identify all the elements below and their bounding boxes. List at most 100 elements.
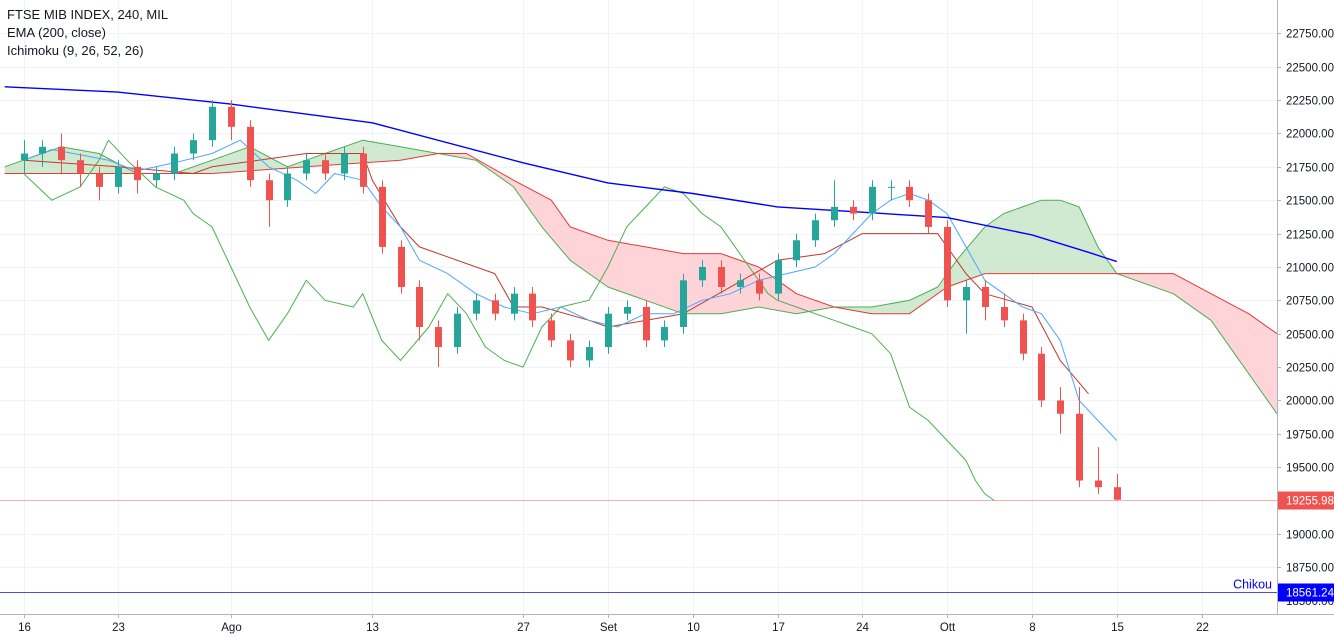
candle-body xyxy=(115,166,122,187)
candle-body xyxy=(228,106,235,127)
senkou-span-a-line xyxy=(4,139,1278,415)
price-lines xyxy=(0,500,1277,593)
candle-up xyxy=(153,166,160,187)
candle-body xyxy=(1114,487,1121,500)
tenkan-sen-line xyxy=(23,139,1118,441)
candle-body xyxy=(793,240,800,261)
candle-body xyxy=(21,153,28,161)
x-tick-label: 16 xyxy=(18,622,31,634)
candle-body xyxy=(812,220,819,241)
candle-up xyxy=(209,100,216,147)
candle-body xyxy=(906,186,913,201)
y-tick-label: 20250.00 xyxy=(1286,363,1334,375)
candle-body xyxy=(153,173,160,181)
candle-down xyxy=(1038,347,1045,408)
cloud-bearish xyxy=(1119,273,1277,414)
y-tick-label: 21000.00 xyxy=(1286,263,1334,275)
candle-up xyxy=(624,300,631,321)
candle-body xyxy=(869,186,876,214)
candle-up xyxy=(511,286,518,321)
x-tick-label: 22 xyxy=(1196,622,1209,634)
candle-up xyxy=(812,213,819,247)
candle-up xyxy=(284,166,291,207)
candle-down xyxy=(322,153,329,181)
candle-body xyxy=(982,286,989,307)
candle-up xyxy=(775,253,782,301)
candle-up xyxy=(473,293,480,321)
x-tick-label: 24 xyxy=(856,622,869,634)
price-axis[interactable]: 22750.00 22500.00 22250.00 22000.00 21750.00… xyxy=(1277,29,1334,609)
candle-body xyxy=(775,260,782,294)
y-tick-label: 21750.00 xyxy=(1286,163,1334,175)
x-tick-label: 10 xyxy=(687,622,700,634)
legend-title[interactable]: FTSE MIB INDEX, 240, MIL xyxy=(7,7,169,22)
chikou-price-badge xyxy=(1278,583,1334,602)
candle-down xyxy=(1076,387,1083,488)
candle-body xyxy=(492,300,499,314)
legend-ichimoku[interactable]: Ichimoku (9, 26, 52, 26) xyxy=(7,43,144,58)
last-price-label: 19255.98 xyxy=(1286,496,1334,508)
candle-body xyxy=(341,153,348,174)
candle-down xyxy=(982,280,989,321)
candlesticks[interactable] xyxy=(21,100,1121,501)
candle-up xyxy=(869,180,876,221)
y-tick-label: 21500.00 xyxy=(1286,196,1334,208)
x-tick-label: 13 xyxy=(366,622,379,634)
candle-body xyxy=(1057,400,1064,414)
candle-up xyxy=(831,180,838,227)
candle-body xyxy=(850,206,857,214)
candle-up xyxy=(963,280,970,334)
candle-down xyxy=(58,133,65,174)
candle-body xyxy=(379,186,386,247)
candle-down xyxy=(266,173,273,227)
candle-up xyxy=(661,320,668,348)
candle-body xyxy=(58,146,65,161)
x-tick-label: 8 xyxy=(1029,622,1035,634)
candle-down xyxy=(134,160,141,194)
candle-body xyxy=(1001,307,1008,321)
candle-up xyxy=(605,307,612,354)
candle-down xyxy=(492,293,499,321)
candle-body xyxy=(944,226,951,301)
kijun-sen-line xyxy=(23,153,1089,395)
x-tick-label: Set xyxy=(600,622,618,634)
candle-down xyxy=(416,280,423,341)
candle-body xyxy=(322,160,329,174)
candle-body xyxy=(586,347,593,361)
candle-up xyxy=(737,273,744,294)
senkou-span-b-line xyxy=(4,153,1278,335)
candle-down xyxy=(944,220,951,307)
candle-up xyxy=(793,233,800,267)
candle-body xyxy=(643,307,650,341)
x-tick-label: 17 xyxy=(772,622,785,634)
candle-down xyxy=(247,120,254,187)
candle-body xyxy=(39,146,46,154)
legend-ema[interactable]: EMA (200, close) xyxy=(7,25,106,40)
candle-body xyxy=(511,293,518,314)
candle-body xyxy=(435,327,442,348)
candle-body xyxy=(209,106,216,141)
candle-up xyxy=(303,153,310,181)
candle-down xyxy=(643,300,650,348)
candle-body xyxy=(756,280,763,294)
cloud-bullish xyxy=(834,200,1120,314)
y-tick-label: 19000.00 xyxy=(1286,530,1334,542)
cloud-bearish xyxy=(440,153,835,314)
last-price-badge xyxy=(1278,491,1334,510)
chikou-span-line xyxy=(23,139,995,501)
candle-body xyxy=(398,246,405,287)
candle-body xyxy=(1095,480,1102,488)
candle-down xyxy=(756,273,763,301)
candle-down xyxy=(1057,387,1064,434)
candle-body xyxy=(529,293,536,321)
candle-body xyxy=(548,320,555,341)
candle-body xyxy=(605,313,612,348)
candle-body xyxy=(454,313,461,348)
y-tick-label: 20500.00 xyxy=(1286,330,1334,342)
candle-up xyxy=(680,273,687,334)
candle-up xyxy=(586,340,593,368)
candle-up xyxy=(888,180,895,201)
candle-body xyxy=(134,166,141,181)
time-axis[interactable]: 1623Ago1327Set101724Ott81522Nov xyxy=(18,614,1334,634)
